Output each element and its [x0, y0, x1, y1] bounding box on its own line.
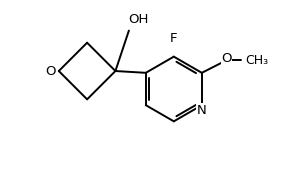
Text: N: N: [197, 104, 207, 117]
Text: O: O: [46, 65, 56, 78]
Text: O: O: [221, 52, 232, 65]
Text: F: F: [170, 32, 178, 45]
Text: CH₃: CH₃: [245, 54, 268, 67]
Text: OH: OH: [129, 13, 149, 26]
